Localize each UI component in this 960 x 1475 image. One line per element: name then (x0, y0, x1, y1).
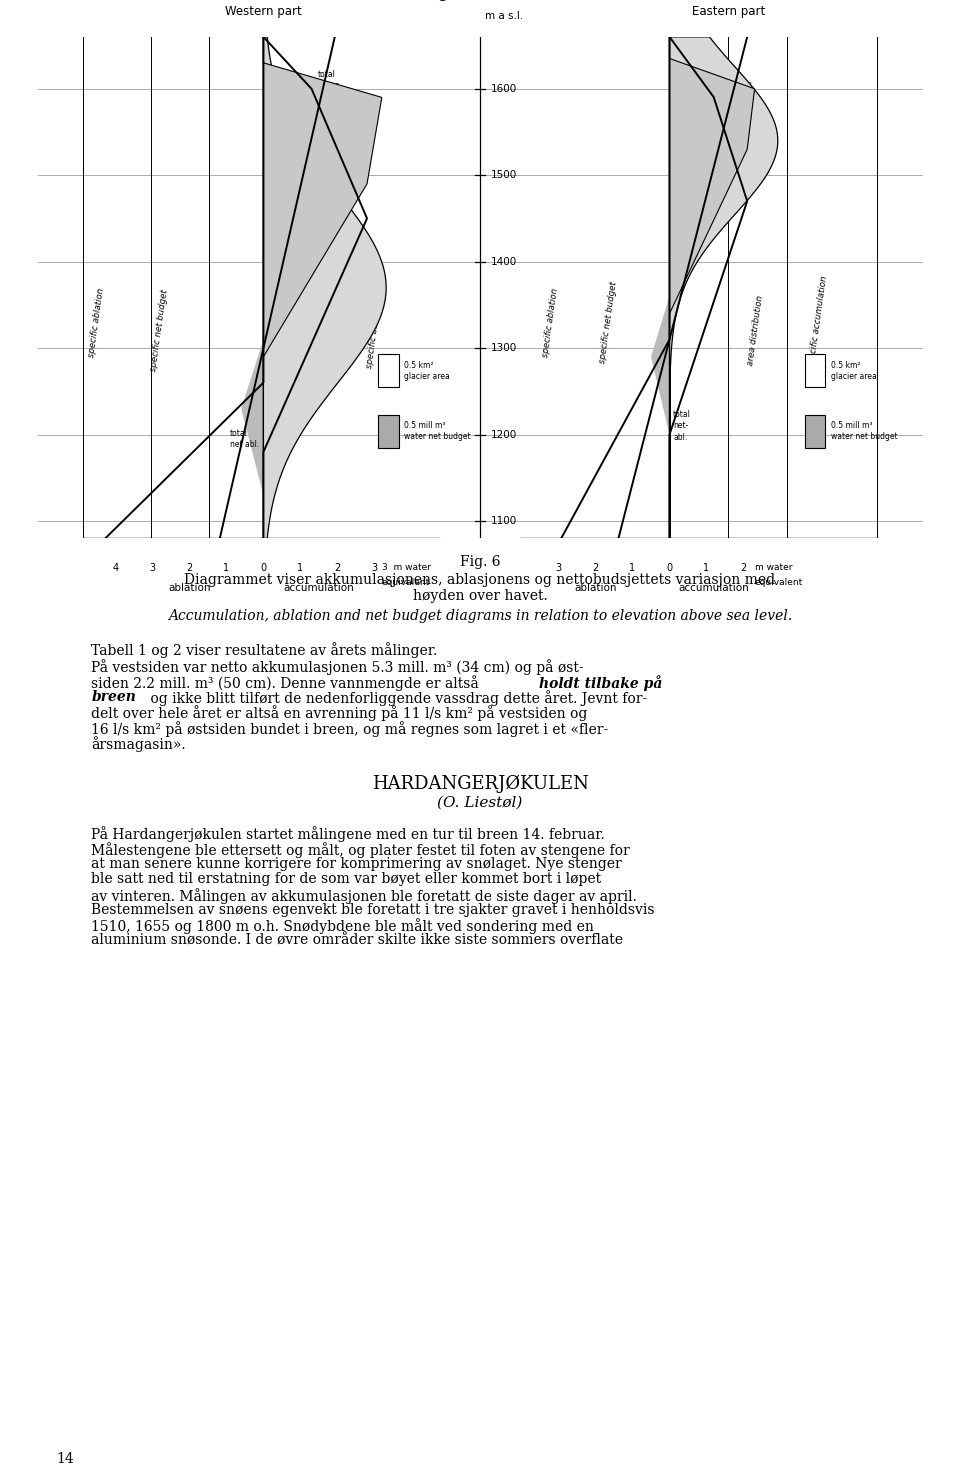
Text: area distribution: area distribution (308, 286, 327, 358)
Text: Accumulation, ablation and net budget diagrams in relation to elevation above se: Accumulation, ablation and net budget di… (168, 609, 792, 622)
Text: 2: 2 (186, 562, 193, 572)
Text: 16 l/s km² på østsiden bundet i breen, og må regnes som lagret i et «fler-: 16 l/s km² på østsiden bundet i breen, o… (91, 721, 609, 736)
Text: 2: 2 (592, 562, 599, 572)
Polygon shape (263, 37, 386, 538)
Text: equivalent: equivalent (382, 578, 430, 587)
Text: specific ablation: specific ablation (540, 286, 560, 357)
Text: 0: 0 (260, 562, 267, 572)
Text: breen: breen (91, 690, 136, 704)
Text: høyden over havet.: høyden over havet. (413, 589, 547, 603)
Text: at man senere kunne korrigere for komprimering av snølaget. Nye stenger: at man senere kunne korrigere for kompri… (91, 857, 622, 872)
Bar (378, 354, 398, 386)
Text: 1200: 1200 (492, 429, 517, 440)
Text: total
net
acc.: total net acc. (735, 81, 753, 114)
Text: av vinteren. Målingen av akkumulasjonen ble foretatt de siste dager av april.: av vinteren. Målingen av akkumulasjonen … (91, 888, 637, 904)
Text: 3  m water: 3 m water (382, 562, 431, 572)
Text: accumulation: accumulation (679, 583, 749, 593)
Text: area distribution: area distribution (746, 295, 764, 367)
Text: 14: 14 (56, 1451, 74, 1466)
Bar (804, 414, 826, 447)
Text: aluminium snøsonde. I de øvre områder skilte ikke siste sommers overflate: aluminium snøsonde. I de øvre områder sk… (91, 934, 623, 948)
Text: accumulation: accumulation (283, 583, 354, 593)
Text: total
net-
abl.: total net- abl. (673, 410, 691, 441)
Text: equivalent: equivalent (755, 578, 803, 587)
Text: (O. Liestøl): (O. Liestøl) (438, 796, 522, 810)
Text: 0.5 mill m³
water net budget: 0.5 mill m³ water net budget (830, 420, 898, 441)
Text: På Hardangerjøkulen startet målingene med en tur til breen 14. februar.: På Hardangerjøkulen startet målingene me… (91, 826, 605, 842)
Text: siden 2.2 mill. m³ (50 cm). Denne vannmengde er altså: siden 2.2 mill. m³ (50 cm). Denne vannme… (91, 674, 484, 690)
Polygon shape (669, 37, 778, 538)
Text: ablation: ablation (574, 583, 616, 593)
Text: Fig. 6: Fig. 6 (460, 555, 500, 569)
Text: 1: 1 (224, 562, 229, 572)
Text: årsmagasin».: årsmagasin». (91, 736, 186, 752)
Text: ablation: ablation (168, 583, 210, 593)
Text: og ikke blitt tilført de nedenforliggende vassdrag dette året. Jevnt for-: og ikke blitt tilført de nedenforliggend… (146, 690, 647, 707)
Text: delt over hele året er altså en avrenning på 11 l/s km² på vestsiden og: delt over hele året er altså en avrennin… (91, 705, 588, 721)
Text: 3: 3 (372, 562, 377, 572)
Text: specific accumulation: specific accumulation (807, 276, 829, 369)
Text: m a s.l.: m a s.l. (486, 12, 523, 21)
Text: holdt tilbake på: holdt tilbake på (540, 674, 662, 690)
Text: total
net acc.: total net acc. (311, 69, 342, 90)
Text: Western part: Western part (225, 4, 301, 18)
Polygon shape (669, 37, 755, 538)
Bar (378, 414, 398, 447)
Text: 1100: 1100 (492, 516, 517, 527)
Polygon shape (241, 37, 263, 538)
Text: 0.5 mill m³
water net budget: 0.5 mill m³ water net budget (404, 420, 470, 441)
Text: 0.5 km²
glacier area: 0.5 km² glacier area (404, 360, 450, 381)
Text: 2: 2 (740, 562, 747, 572)
Text: 1: 1 (298, 562, 303, 572)
Bar (804, 354, 826, 386)
Text: 3: 3 (150, 562, 156, 572)
Text: specific accumulation: specific accumulation (365, 276, 387, 369)
Text: 3: 3 (556, 562, 562, 572)
Polygon shape (263, 37, 382, 538)
Text: 0.5 km²
glacier area: 0.5 km² glacier area (830, 360, 876, 381)
Text: 1600: 1600 (492, 84, 517, 94)
Text: total
net abl.: total net abl. (229, 429, 259, 448)
Text: HARDANGERJØKULEN: HARDANGERJØKULEN (372, 774, 588, 792)
Text: 1400: 1400 (492, 257, 517, 267)
Text: 1300: 1300 (492, 344, 517, 353)
Text: 2: 2 (334, 562, 341, 572)
Text: Tabell 1 og 2 viser resultatene av årets målinger.: Tabell 1 og 2 viser resultatene av årets… (91, 643, 438, 658)
Polygon shape (651, 37, 669, 538)
Text: specific net budget: specific net budget (150, 289, 170, 373)
Text: ble satt ned til erstatning for de som var bøyet eller kommet bort i løpet: ble satt ned til erstatning for de som v… (91, 872, 602, 886)
Text: specific net budget: specific net budget (598, 280, 619, 364)
Text: Diagrammet viser akkumulasjonens, ablasjonens og nettobudsjettets variasjon med: Diagrammet viser akkumulasjonens, ablasj… (184, 574, 776, 587)
Text: Bestemmelsen av snøens egenvekt ble foretatt i tre sjakter gravet i henholdsvis: Bestemmelsen av snøens egenvekt ble fore… (91, 903, 655, 917)
Text: 1: 1 (630, 562, 636, 572)
Text: 1510, 1655 og 1800 m o.h. Snødybdene ble målt ved sondering med en: 1510, 1655 og 1800 m o.h. Snødybdene ble… (91, 919, 594, 934)
Text: m water: m water (755, 562, 792, 572)
Text: Eastern part: Eastern part (691, 4, 765, 18)
Text: 4: 4 (112, 562, 118, 572)
Text: 0: 0 (666, 562, 673, 572)
Text: 1500: 1500 (492, 170, 517, 180)
Text: 1: 1 (704, 562, 709, 572)
Text: specific ablation: specific ablation (87, 286, 106, 357)
Text: På vestsiden var netto akkumulasjonen 5.3 mill. m³ (34 cm) og på øst-: På vestsiden var netto akkumulasjonen 5.… (91, 659, 584, 676)
Text: Målestengene ble ettersett og målt, og plater festet til foten av stengene for: Målestengene ble ettersett og målt, og p… (91, 842, 630, 857)
